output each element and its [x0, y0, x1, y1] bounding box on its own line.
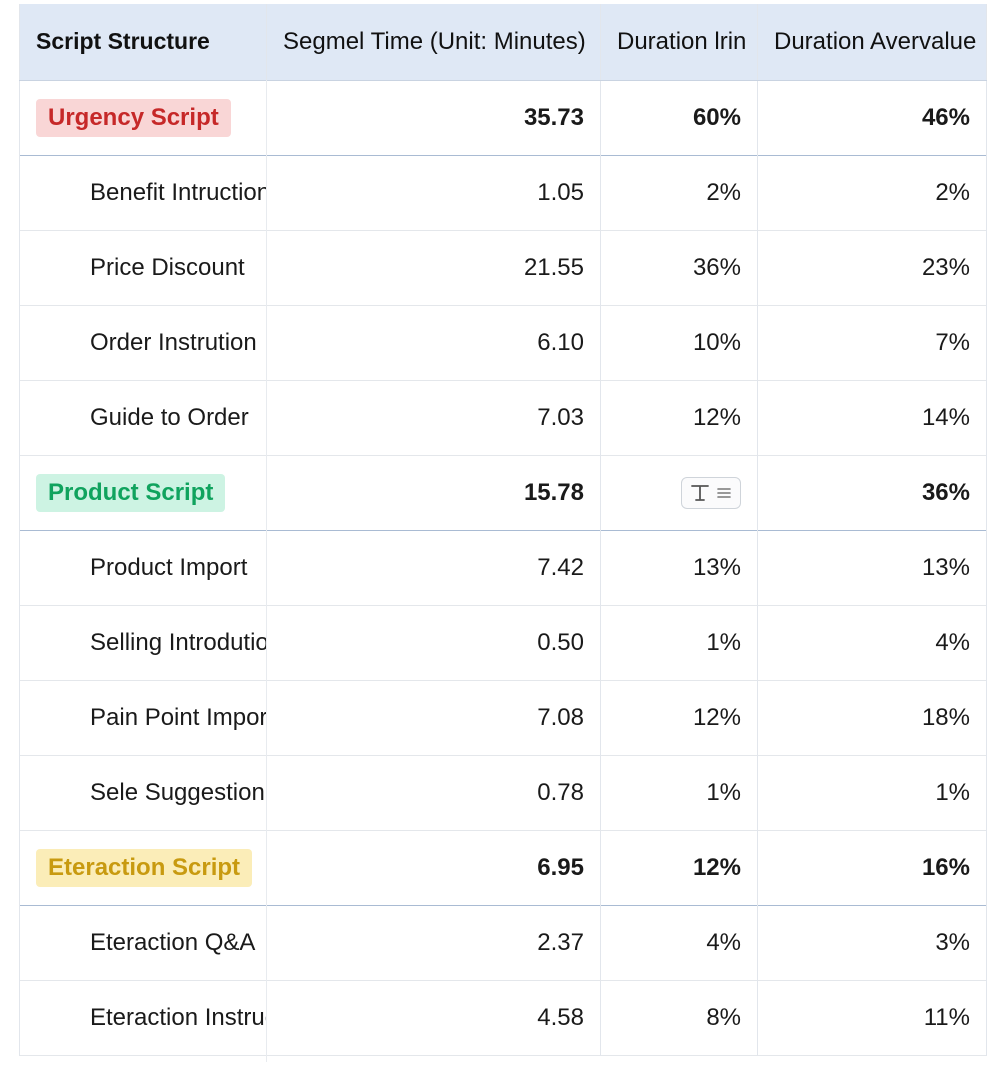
header-script-structure[interactable]: Script Structure	[19, 4, 267, 81]
cell-label[interactable]: Price Discount	[19, 230, 267, 305]
table-row[interactable]: Eteraction Q&A 2.37 4% 3%	[19, 905, 987, 980]
cell-label[interactable]: Product Import	[19, 530, 267, 605]
cell-average[interactable]: 1%	[757, 755, 987, 830]
table-row[interactable]: Product Import 7.42 13% 13%	[19, 530, 987, 605]
text-format-button[interactable]	[681, 476, 741, 509]
table-row[interactable]: Order Instrution 6.10 10% 7%	[19, 305, 987, 380]
cell-time[interactable]: 6.95	[266, 830, 601, 905]
cell-label[interactable]: Eteraction Instruction	[19, 980, 267, 1055]
table-row-group-urgency[interactable]: Urgency Script 35.73 60% 46%	[19, 80, 987, 155]
cell-label[interactable]: Order Instrution	[19, 305, 267, 380]
cell-average[interactable]: 7%	[757, 305, 987, 380]
cell-label[interactable]: Guide to Order	[19, 380, 267, 455]
cell-duration[interactable]: 2%	[600, 155, 758, 230]
cell-average[interactable]: 23%	[757, 230, 987, 305]
cell-average[interactable]: 18%	[757, 680, 987, 755]
table-header-row: Script Structure Segmel Time (Unit: Minu…	[19, 4, 987, 81]
cell-time[interactable]: 21.55	[266, 230, 601, 305]
cell-duration[interactable]: 60%	[600, 80, 758, 155]
cell-time[interactable]: 7.08	[266, 680, 601, 755]
table-row[interactable]: Eteraction Instruction 4.58 8% 11%	[19, 980, 987, 1055]
cell-label[interactable]: Urgency Script	[19, 80, 267, 155]
group-tag-eteraction: Eteraction Script	[36, 848, 253, 887]
table-row-group-product[interactable]: Product Script 15.78	[19, 455, 987, 530]
cell-average[interactable]: 13%	[757, 530, 987, 605]
table-row[interactable]: Price Discount 21.55 36% 23%	[19, 230, 987, 305]
cell-average[interactable]: 2%	[757, 155, 987, 230]
cell-label[interactable]: Eteraction Script	[19, 830, 267, 905]
header-duration-average[interactable]: Duration Avervalue	[757, 4, 987, 81]
cell-time[interactable]: 1.05	[266, 155, 601, 230]
group-tag-product: Product Script	[36, 473, 226, 512]
header-duration[interactable]: Duration lrin	[600, 4, 758, 81]
table-row[interactable]: Pain Point Import 7.08 12% 18%	[19, 680, 987, 755]
cell-average[interactable]: 16%	[757, 830, 987, 905]
cell-label[interactable]: Pain Point Import	[19, 680, 267, 755]
cell-average[interactable]: 46%	[757, 80, 987, 155]
cell-time[interactable]: 0.50	[266, 605, 601, 680]
header-segment-time[interactable]: Segmel Time (Unit: Minutes)	[266, 4, 601, 81]
cell-duration[interactable]: 36%	[600, 230, 758, 305]
cell-duration[interactable]: 4%	[600, 905, 758, 980]
cell-time[interactable]: 6.10	[266, 305, 601, 380]
table-row[interactable]: Guide to Order 7.03 12% 14%	[19, 380, 987, 455]
cell-duration[interactable]	[600, 455, 758, 530]
cell-label[interactable]: Eteraction Q&A	[19, 905, 267, 980]
cell-time[interactable]: 35.73	[266, 80, 601, 155]
cell-average[interactable]: 4%	[757, 605, 987, 680]
script-structure-table: Script Structure Segmel Time (Unit: Minu…	[19, 4, 987, 1056]
group-tag-urgency: Urgency Script	[36, 98, 231, 137]
script-structure-table-container: Script Structure Segmel Time (Unit: Minu…	[19, 4, 987, 1056]
text-format-icon	[690, 484, 710, 502]
cell-average[interactable]: 3%	[757, 905, 987, 980]
cell-time[interactable]: 2.37	[266, 905, 601, 980]
cell-duration[interactable]: 12%	[600, 380, 758, 455]
cell-time[interactable]: 7.03	[266, 380, 601, 455]
cell-label[interactable]: Sele Suggestion	[19, 755, 267, 830]
cell-time[interactable]: 4.58	[266, 980, 601, 1055]
table-row[interactable]: Sele Suggestion 0.78 1% 1%	[19, 755, 987, 830]
cell-time[interactable]: 0.78	[266, 755, 601, 830]
cell-duration[interactable]: 12%	[600, 830, 758, 905]
cell-duration[interactable]: 1%	[600, 755, 758, 830]
table-row[interactable]: Selling Introdution 0.50 1% 4%	[19, 605, 987, 680]
table-row-group-eteraction[interactable]: Eteraction Script 6.95 12% 16%	[19, 830, 987, 905]
cell-average[interactable]: 11%	[757, 980, 987, 1055]
cell-time[interactable]: 15.78	[266, 455, 601, 530]
cell-duration[interactable]: 13%	[600, 530, 758, 605]
cell-label[interactable]: Benefit Intruction	[19, 155, 267, 230]
align-lines-icon	[716, 486, 732, 500]
cell-label[interactable]: Selling Introdution	[19, 605, 267, 680]
cell-duration[interactable]: 8%	[600, 980, 758, 1055]
table-row[interactable]: Benefit Intruction 1.05 2% 2%	[19, 155, 987, 230]
cell-time[interactable]: 7.42	[266, 530, 601, 605]
cell-average[interactable]: 14%	[757, 380, 987, 455]
cell-duration[interactable]: 10%	[600, 305, 758, 380]
cell-duration[interactable]: 12%	[600, 680, 758, 755]
cell-duration[interactable]: 1%	[600, 605, 758, 680]
cell-label[interactable]: Product Script	[19, 455, 267, 530]
cell-average[interactable]: 36%	[757, 455, 987, 530]
